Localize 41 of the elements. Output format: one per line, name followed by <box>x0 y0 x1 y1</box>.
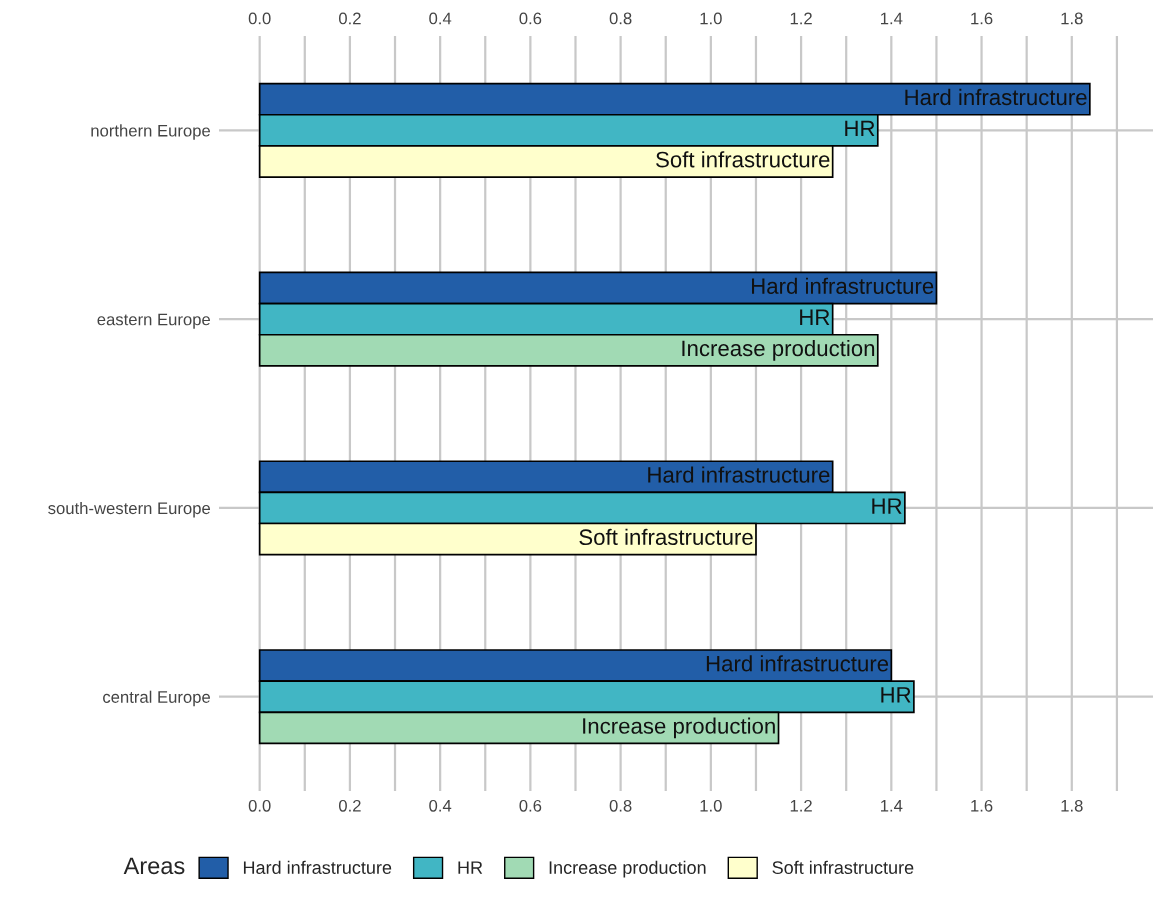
x2-tick-label: 1.8 <box>1061 12 1083 25</box>
data-label: HR <box>881 687 911 703</box>
y-tick-label: northern Europe <box>91 124 211 140</box>
x-tick-label: 0.6 <box>519 799 542 812</box>
x-tick-label: 1.2 <box>790 799 812 812</box>
x2-tick-label: 1.6 <box>971 12 993 25</box>
data-label: Soft infrastructure <box>579 528 753 546</box>
x2-tick-label: 0.2 <box>338 12 361 25</box>
x2-tick-label: 1.4 <box>881 12 903 25</box>
x-tick-label: 0.0 <box>248 799 271 812</box>
data-label: Hard infrastructure <box>905 88 1087 106</box>
y-tick-label: eastern Europe <box>97 313 211 329</box>
x-tick-label: 1.8 <box>1061 799 1083 812</box>
data-label: Increase production <box>682 339 875 361</box>
x-tick-label: 0.8 <box>609 799 632 812</box>
x2-tick-label: 0.0 <box>248 12 271 25</box>
x-tick-label: 1.4 <box>881 800 903 812</box>
data-label: HR <box>872 498 902 514</box>
x-tick-label: 1.0 <box>700 799 722 812</box>
y-tick-label: south-western Europe <box>48 501 211 518</box>
data-label: Hard infrastructure <box>752 277 934 294</box>
legend-label: Increase production <box>549 860 706 878</box>
x2-tick-label: 1.2 <box>790 12 812 25</box>
x2-tick-label: 0.8 <box>609 12 632 25</box>
legend-label: Hard infrastructure <box>243 860 392 874</box>
data-label: Hard infrastructure <box>706 655 889 672</box>
data-label: Increase production <box>583 717 775 739</box>
x-tick-label: 0.4 <box>429 799 452 812</box>
data-label: Hard infrastructure <box>648 466 830 483</box>
x2-tick-label: 1.0 <box>700 12 722 25</box>
legend-title: Areas <box>123 857 185 875</box>
x-tick-label: 1.6 <box>971 799 993 812</box>
x2-tick-label: 0.4 <box>429 12 452 25</box>
x-tick-label: 0.2 <box>338 799 361 812</box>
legend-label: HR <box>458 861 483 874</box>
data-label: HR <box>800 309 830 325</box>
data-label: Soft infrastructure <box>656 151 830 168</box>
data-label: HR <box>845 120 875 137</box>
y-tick-label: central Europe <box>103 690 210 707</box>
legend-label: Soft infrastructure <box>772 860 914 874</box>
x2-tick-label: 0.6 <box>519 12 542 25</box>
